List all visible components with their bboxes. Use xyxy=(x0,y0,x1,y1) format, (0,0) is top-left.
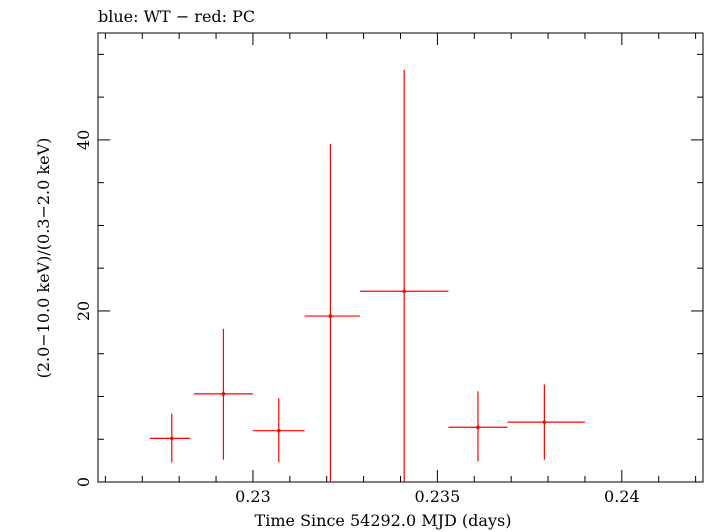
data-point xyxy=(359,69,449,482)
data-point xyxy=(149,413,191,463)
data-point xyxy=(193,328,253,460)
y-tick-label: 20 xyxy=(74,301,93,321)
data-point xyxy=(304,144,360,482)
data-point xyxy=(448,391,508,462)
plot-frame xyxy=(97,32,704,483)
tick-labels: 0.23 0.235 0.24 0 20 40 xyxy=(74,130,640,506)
point-marker xyxy=(221,392,226,396)
chart-title: blue: WT − red: PC xyxy=(98,7,255,26)
data-points xyxy=(149,69,585,482)
point-marker xyxy=(276,428,281,433)
data-point xyxy=(252,398,305,463)
point-marker xyxy=(402,289,406,294)
y-tick-label: 40 xyxy=(74,130,93,150)
x-tick-label: 0.235 xyxy=(414,487,460,506)
x-tick-label: 0.24 xyxy=(604,487,640,506)
point-marker xyxy=(542,420,547,424)
x-axis-label: Time Since 54292.0 MJD (days) xyxy=(255,511,512,530)
x-tick-label: 0.23 xyxy=(235,487,271,506)
point-marker xyxy=(476,425,480,430)
point-marker xyxy=(328,314,333,318)
y-tick-label: 0 xyxy=(74,477,93,487)
point-marker xyxy=(169,436,174,441)
data-point xyxy=(507,384,585,460)
y-axis-label: (2.0−10.0 keV)/(0.3−2.0 keV) xyxy=(34,138,53,379)
axis-ticks xyxy=(98,33,703,483)
